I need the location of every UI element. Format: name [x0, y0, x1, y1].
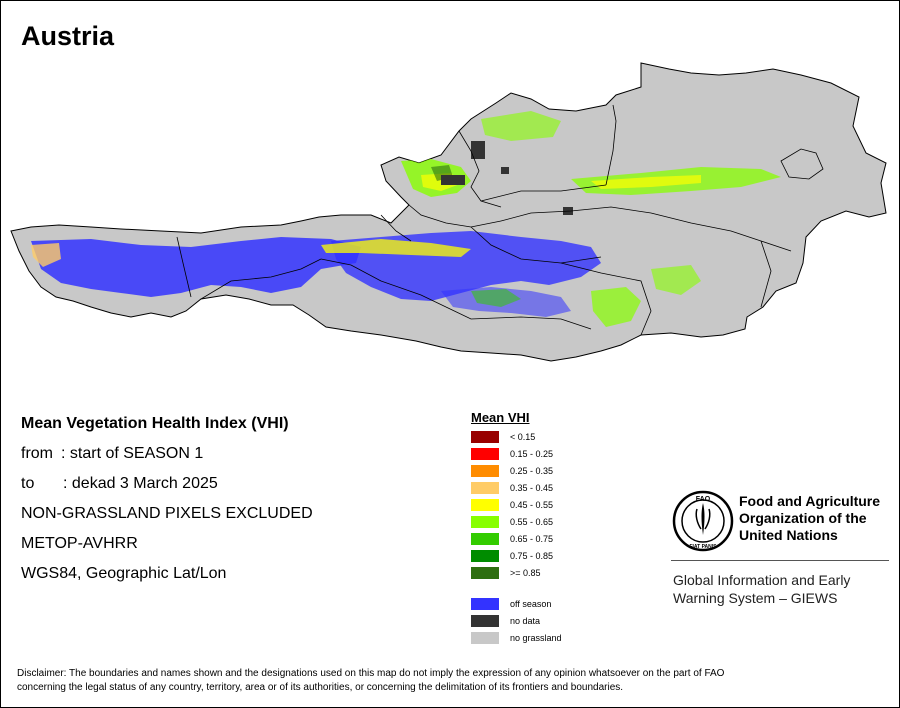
legend-label: 0.35 - 0.45 [510, 482, 554, 493]
legend-label: no data [510, 615, 541, 626]
to-value: : dekad 3 March 2025 [63, 475, 218, 492]
legend-swatch [471, 614, 499, 627]
legend-swatch [471, 498, 499, 511]
legend-item: >= 0.85 [471, 564, 562, 581]
off-season-region-west [31, 237, 361, 297]
legend-item: 0.75 - 0.85 [471, 547, 562, 564]
giews-line1: Global Information and Early [673, 572, 851, 588]
legend-item: no grassland [471, 629, 562, 646]
fao-logo-motto: FIAT PANIS [689, 544, 717, 550]
legend-label: no grassland [510, 632, 562, 643]
index-title: Mean Vegetation Health Index (VHI) [21, 415, 289, 432]
legend-swatch [471, 631, 499, 644]
vhi-patch-alpine-yellow [321, 239, 471, 257]
legend-other: off season no data no grassland [471, 595, 562, 646]
fao-name-line3: United Nations [739, 527, 838, 543]
vhi-patch-muhlviertel [481, 111, 561, 141]
from-value: : start of SEASON 1 [61, 445, 204, 462]
vhi-pixel-layer [31, 111, 781, 327]
disclaimer-line1: Disclaimer: The boundaries and names sho… [17, 668, 725, 679]
fao-logo-text: FAO [696, 496, 711, 503]
vhi-patch-mostviertel-yellow [591, 175, 701, 189]
legend-swatch [471, 532, 499, 545]
legend-label: 0.55 - 0.65 [510, 516, 554, 527]
excluded-note: NON-GRASSLAND PIXELS EXCLUDED [21, 505, 313, 522]
map-legend: Mean VHI < 0.15 0.15 - 0.25 0.25 - 0.35 0.3… [471, 410, 562, 646]
legend-swatch [471, 566, 499, 579]
legend-item: 0.15 - 0.25 [471, 445, 562, 462]
fao-name-line2: Organization of the [739, 510, 867, 526]
legend-item: 0.55 - 0.65 [471, 513, 562, 530]
legend-label: 0.15 - 0.25 [510, 448, 554, 459]
legend-swatch [471, 447, 499, 460]
giews-line2: Warning System – GIEWS [673, 590, 838, 606]
period-to: to : dekad 3 March 2025 [21, 475, 313, 505]
state-boundaries [176, 104, 824, 336]
vhi-patch-styria [591, 287, 641, 327]
legend-item: 0.25 - 0.35 [471, 462, 562, 479]
disclaimer-line2: concerning the legal status of any count… [17, 682, 624, 693]
legend-swatch [471, 464, 499, 477]
legend-swatch [471, 597, 499, 610]
legend-label: < 0.15 [510, 431, 536, 442]
projection-note: WGS84, Geographic Lat/Lon [21, 565, 227, 582]
legend-label: >= 0.85 [510, 567, 541, 578]
legend-item: 0.45 - 0.55 [471, 496, 562, 513]
fao-name-line1: Food and Agriculture [739, 493, 881, 509]
legend-label: 0.25 - 0.35 [510, 465, 554, 476]
legend-item: < 0.15 [471, 428, 562, 445]
legend-swatch [471, 549, 499, 562]
legend-label: 0.45 - 0.55 [510, 499, 554, 510]
fao-name: Food and Agriculture Organization of the… [739, 493, 899, 544]
map-title: Austria [21, 21, 115, 51]
legend-swatch [471, 515, 499, 528]
disclaimer: Disclaimer: The boundaries and names sho… [17, 667, 887, 695]
legend-label: off season [510, 598, 552, 609]
fao-divider [671, 560, 889, 561]
vhi-patch-tyrol-orange [31, 243, 61, 267]
from-label: from [21, 445, 53, 462]
legend-label: 0.75 - 0.85 [510, 550, 554, 561]
legend-swatch [471, 481, 499, 494]
vhi-patch-carinthia [471, 289, 521, 307]
no-data-speck [501, 167, 509, 174]
legend-label: 0.65 - 0.75 [510, 533, 554, 544]
period-from: from : start of SEASON 1 [21, 445, 313, 475]
sensor-note: METOP-AVHRR [21, 535, 138, 552]
legend-classes: < 0.15 0.15 - 0.25 0.25 - 0.35 0.35 - 0.45 0… [471, 428, 562, 581]
legend-title: Mean VHI [471, 410, 530, 425]
legend-item: 0.65 - 0.75 [471, 530, 562, 547]
legend-item: off season [471, 595, 562, 612]
giews-name: Global Information and Early Warning Sys… [673, 571, 893, 607]
austria-map [10, 62, 887, 362]
to-label: to [21, 475, 35, 492]
country-shape [10, 62, 887, 362]
legend-item: 0.35 - 0.45 [471, 479, 562, 496]
no-data-speck [441, 175, 465, 185]
vhi-patch-east [651, 265, 701, 295]
legend-item: no data [471, 612, 562, 629]
no-data-speck [471, 141, 485, 159]
legend-swatch [471, 430, 499, 443]
map-info-block: Mean Vegetation Health Index (VHI) from:… [21, 415, 313, 595]
fao-logo-icon: FAO FIAT PANIS [672, 490, 734, 552]
